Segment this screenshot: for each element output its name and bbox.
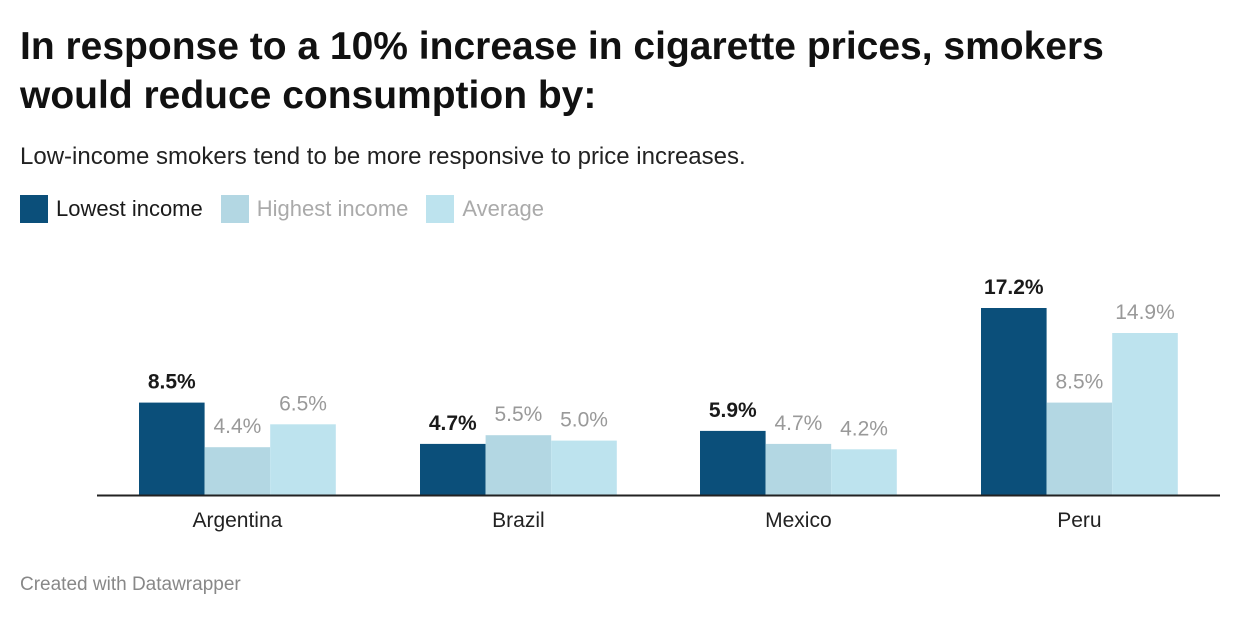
- data-label-argentina-average: 6.5%: [279, 392, 327, 415]
- data-label-peru-highest-income: 8.5%: [1055, 371, 1103, 394]
- category-label-brazil: Brazil: [492, 509, 545, 532]
- legend-label-lowest-income: Lowest income: [56, 196, 203, 221]
- category-label-argentina: Argentina: [192, 509, 282, 532]
- bar-mexico-highest-income: [765, 443, 832, 495]
- chart-title: In response to a 10% increase in cigaret…: [20, 25, 1104, 117]
- legend: Lowest income Highest income Average: [20, 195, 562, 223]
- legend-item-highest-income: Highest income: [220, 195, 409, 223]
- bar-mexico-average: [831, 449, 897, 495]
- legend-item-lowest-income: Lowest income: [20, 195, 203, 223]
- bar-argentina-highest-income: [204, 447, 271, 495]
- category-label-mexico: Mexico: [765, 509, 832, 532]
- bar-peru-lowest-income: [981, 308, 1047, 495]
- category-label-peru: Peru: [1057, 509, 1101, 532]
- bar-chart: 8.5% 4.4% 6.5% Argentina 4.7% 5.5% 5.0% Brazil 5…: [97, 276, 1220, 532]
- legend-swatch-average: [426, 195, 455, 223]
- bar-brazil-lowest-income: [420, 443, 486, 495]
- credit-footer: Created with Datawrapper: [20, 574, 241, 595]
- data-label-peru-lowest-income: 17.2%: [984, 276, 1044, 299]
- data-label-brazil-highest-income: 5.5%: [494, 403, 542, 426]
- data-label-argentina-highest-income: 4.4%: [213, 415, 261, 438]
- bar-brazil-highest-income: [485, 435, 552, 495]
- bar-argentina-average: [270, 424, 336, 495]
- bar-argentina-lowest-income: [139, 402, 205, 495]
- legend-swatch-highest-income: [220, 195, 249, 223]
- bar-peru-highest-income: [1046, 402, 1113, 495]
- data-label-peru-average: 14.9%: [1115, 301, 1175, 324]
- bar-brazil-average: [551, 440, 617, 495]
- data-label-brazil-lowest-income: 4.7%: [429, 412, 477, 435]
- legend-label-highest-income: Highest income: [256, 196, 409, 221]
- chart-subtitle: Low-income smokers tend to be more respo…: [20, 143, 746, 170]
- data-label-mexico-average: 4.2%: [840, 417, 888, 440]
- bar-peru-average: [1112, 333, 1178, 495]
- data-label-mexico-lowest-income: 5.9%: [709, 399, 757, 422]
- bar-mexico-lowest-income: [700, 430, 766, 495]
- data-label-brazil-average: 5.0%: [560, 409, 608, 432]
- legend-label-average: Average: [462, 196, 544, 221]
- legend-swatch-lowest-income: [20, 195, 48, 223]
- data-label-argentina-lowest-income: 8.5%: [148, 371, 196, 394]
- legend-item-average: Average: [426, 195, 544, 223]
- data-label-mexico-highest-income: 4.7%: [774, 412, 822, 435]
